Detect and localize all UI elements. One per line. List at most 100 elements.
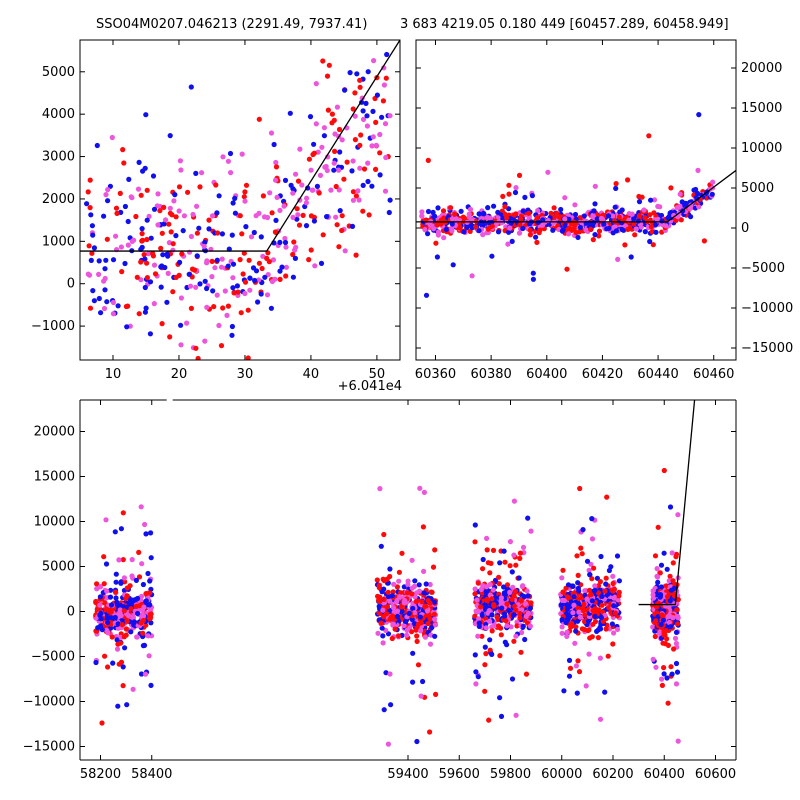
data-point xyxy=(467,206,474,212)
data-point xyxy=(133,577,139,584)
data-point xyxy=(228,170,234,176)
data-point xyxy=(385,589,391,595)
data-point xyxy=(608,564,614,570)
data-point xyxy=(110,311,116,317)
data-point xyxy=(151,301,157,307)
data-point xyxy=(594,575,601,581)
data-point xyxy=(573,624,579,630)
data-point xyxy=(480,583,486,589)
data-point xyxy=(585,618,592,624)
data-point xyxy=(134,634,140,640)
data-point xyxy=(256,210,262,216)
data-point xyxy=(664,636,670,642)
data-point xyxy=(608,609,614,615)
data-point xyxy=(322,164,328,170)
data-point xyxy=(112,529,118,535)
data-point xyxy=(473,224,479,230)
data-point xyxy=(484,547,490,553)
data-point xyxy=(561,688,567,694)
data-point xyxy=(84,201,90,207)
data-point xyxy=(258,234,264,240)
data-point xyxy=(122,260,128,267)
data-point xyxy=(225,263,231,269)
data-point xyxy=(502,559,508,565)
data-point xyxy=(449,221,455,227)
data-point xyxy=(392,626,398,632)
data-point xyxy=(710,179,716,185)
data-point xyxy=(334,222,340,228)
data-point xyxy=(574,553,580,559)
data-point xyxy=(381,578,387,584)
data-point xyxy=(178,342,184,348)
data-point xyxy=(563,620,569,626)
data-point xyxy=(227,150,234,157)
data-point xyxy=(140,630,146,636)
data-point xyxy=(336,126,343,133)
data-point xyxy=(564,606,571,613)
data-point xyxy=(204,285,210,292)
data-point xyxy=(389,635,395,642)
data-point xyxy=(473,669,479,675)
data-point xyxy=(562,216,568,222)
data-point xyxy=(313,81,319,87)
data-point xyxy=(196,225,202,231)
data-point xyxy=(573,628,579,634)
data-point xyxy=(369,143,375,149)
y-tick-label: 4000 xyxy=(42,107,75,122)
data-point xyxy=(425,231,431,237)
data-point xyxy=(377,598,383,604)
data-point xyxy=(376,585,382,591)
data-point xyxy=(566,225,572,231)
data-point xyxy=(534,215,540,221)
data-point xyxy=(421,489,427,495)
data-point xyxy=(592,618,599,625)
data-point xyxy=(566,216,572,222)
data-point xyxy=(696,112,702,118)
data-point xyxy=(435,205,441,211)
data-point xyxy=(290,274,296,280)
data-point xyxy=(333,183,339,190)
data-point xyxy=(319,144,325,150)
data-point xyxy=(473,681,479,687)
data-point xyxy=(615,256,621,262)
data-point xyxy=(229,332,235,338)
data-point xyxy=(97,606,103,612)
data-point xyxy=(673,629,680,636)
data-point xyxy=(270,257,276,263)
data-point xyxy=(592,201,598,207)
data-point xyxy=(144,236,150,243)
data-point xyxy=(125,242,131,248)
data-point xyxy=(427,600,433,606)
data-point xyxy=(572,211,579,218)
data-point xyxy=(558,602,564,608)
data-point xyxy=(503,618,509,624)
data-point xyxy=(138,192,144,198)
y-tick-label: 20000 xyxy=(34,425,75,440)
data-point xyxy=(472,652,478,658)
data-point xyxy=(505,241,511,247)
data-point xyxy=(473,608,479,614)
data-point xyxy=(529,193,536,199)
data-point xyxy=(239,231,245,237)
data-point xyxy=(575,234,581,240)
data-point xyxy=(224,312,230,318)
data-point xyxy=(675,738,681,744)
data-point xyxy=(613,185,619,191)
data-point xyxy=(138,671,145,677)
data-point xyxy=(240,271,246,277)
data-point xyxy=(671,646,677,652)
x-tick-label: 20 xyxy=(171,367,188,382)
data-point xyxy=(93,659,99,666)
data-point xyxy=(143,305,149,311)
data-point xyxy=(377,150,383,156)
data-point xyxy=(657,570,663,576)
data-point xyxy=(419,209,425,215)
data-point xyxy=(597,716,604,722)
data-point xyxy=(222,288,228,294)
data-point xyxy=(652,553,659,559)
data-point xyxy=(605,653,611,659)
data-point xyxy=(139,226,145,232)
data-point xyxy=(381,586,387,592)
data-point xyxy=(118,526,124,532)
data-point xyxy=(176,208,182,214)
